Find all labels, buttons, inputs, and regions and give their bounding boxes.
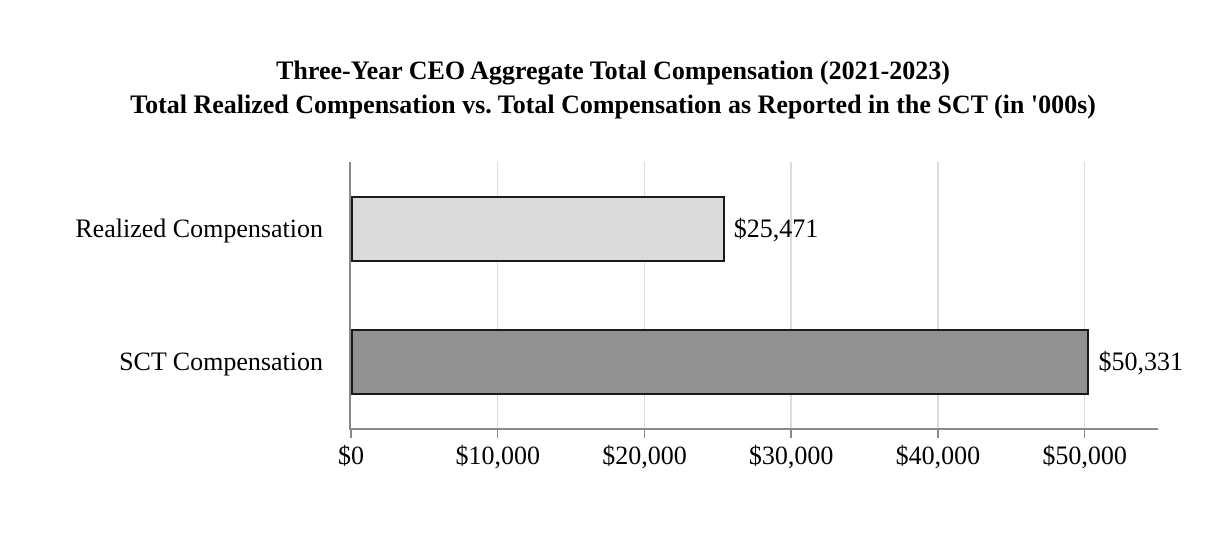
category-label-sct-compensation: SCT Compensation	[119, 346, 323, 376]
chart-title: Three-Year CEO Aggregate Total Compensat…	[0, 54, 1226, 122]
x-axis-tick	[1083, 428, 1086, 438]
x-axis-tick	[496, 428, 499, 438]
x-axis-tick-label: $50,000	[1042, 441, 1127, 470]
chart-title-line1: Three-Year CEO Aggregate Total Compensat…	[276, 56, 950, 85]
x-axis-tick	[790, 428, 792, 438]
category-label-realized-compensation: Realized Compensation	[75, 213, 323, 243]
plot-area: $0 $10,000 $20,000 $30,000 $40,000 $50,000 Rea…	[75, 162, 1183, 470]
x-axis-tick-label: $20,000	[602, 441, 687, 470]
bar-realized-compensation	[351, 195, 725, 262]
x-axis-tick	[350, 428, 352, 438]
gridline-20000	[643, 162, 646, 428]
x-axis-tick-label: $10,000	[455, 441, 540, 470]
gridline-40000	[937, 162, 939, 428]
x-axis-tick-label: $40,000	[895, 441, 981, 470]
x-axis-tick-label: $0	[338, 441, 364, 470]
bar-sct-compensation	[351, 328, 1090, 395]
gridline-30000	[790, 162, 792, 428]
value-label-sct-compensation: $50,331	[1098, 346, 1183, 376]
x-axis-tick	[643, 428, 646, 438]
value-label-realized-compensation: $25,471	[733, 213, 819, 243]
chart-title-line2: Total Realized Compensation vs. Total Co…	[130, 90, 1096, 119]
gridline-50000	[1083, 162, 1086, 428]
gridline-10000	[496, 162, 499, 428]
x-axis-tick	[937, 428, 939, 438]
x-axis-tick-label: $30,000	[748, 441, 834, 470]
